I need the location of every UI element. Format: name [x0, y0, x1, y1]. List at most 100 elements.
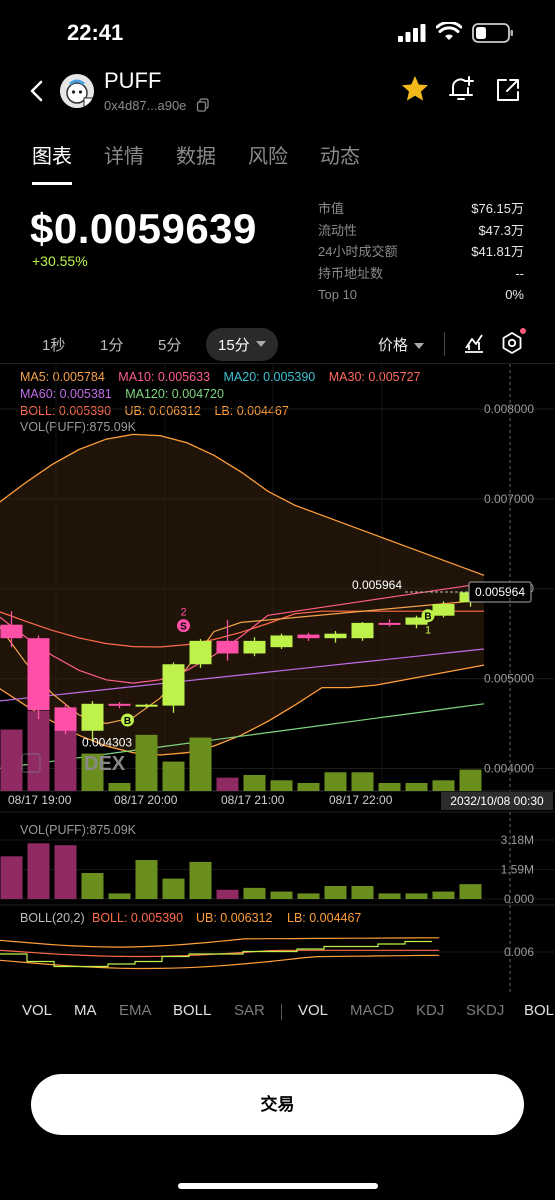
volume-bar: [351, 772, 374, 791]
tab-chart[interactable]: 图表: [32, 140, 72, 185]
ind-tab-sub-boll[interactable]: BOLL: [524, 1002, 555, 1019]
stat-24h-volume: 24小时成交额 $41.81万: [318, 244, 524, 259]
sell-marker-icon: S: [177, 619, 190, 633]
dex-watermark-icon: [21, 753, 41, 773]
boll-panel-label: BOLL(20,2): [20, 911, 85, 925]
candle-body: [378, 622, 401, 625]
interval-bar: 1秒 1分 5分 15分 价格: [0, 328, 555, 361]
candle: [297, 632, 320, 641]
volume-bar: [216, 777, 239, 791]
candle: [351, 621, 374, 641]
candle-body: [297, 634, 320, 639]
interval-5m[interactable]: 5分: [158, 337, 182, 354]
vol-tick-label: 0.000: [504, 892, 534, 906]
watermark-box: [21, 753, 41, 773]
price-chart[interactable]: 0.0080000.0070000.0060000.0050000.004000…: [0, 364, 555, 1000]
boll-panel-ub: UB: 0.006312: [196, 911, 272, 925]
candle: [216, 620, 239, 661]
candle-body: [351, 622, 374, 639]
indicator-icon[interactable]: [463, 332, 485, 354]
y-tick-label: 0.007000: [484, 492, 534, 506]
volume-bar: [270, 780, 293, 791]
ind-tab-skdj[interactable]: SKDJ: [466, 1002, 505, 1019]
vol-tick-label: 1.59M: [501, 863, 534, 877]
trade-button[interactable]: 交易: [31, 1074, 524, 1135]
tab-details[interactable]: 详情: [104, 146, 144, 168]
interval-15m[interactable]: 15分: [206, 328, 278, 361]
token-address: 0x4d87...a90e: [104, 98, 187, 113]
ind-tab-boll[interactable]: BOLL: [173, 1002, 212, 1019]
ma5-line: [0, 599, 485, 725]
stat-top10: Top 10 0%: [318, 287, 524, 302]
vol-panel-bar: [108, 893, 131, 899]
vol-panel-bar: [81, 873, 104, 899]
vol-panel-bar: [270, 891, 293, 899]
ind-tab-sar[interactable]: SAR: [234, 1002, 265, 1019]
ind-tab-vol[interactable]: VOL: [22, 1002, 53, 1019]
ma60-line: [0, 648, 485, 702]
share-icon[interactable]: [494, 76, 522, 104]
vol-panel-bar: [0, 856, 23, 899]
indicator-tabs: VOL MA EMA BOLL SAR VOL MACD KDJ SKDJ BO…: [0, 1002, 555, 1022]
vol-panel-bar: [54, 845, 77, 899]
ind-tab-ma[interactable]: MA: [74, 1002, 97, 1019]
chart-labels: 0.005964 0.005964 0.004303 B S 2 B 1 08/17 19:00…: [8, 364, 553, 810]
ind-tab-macd[interactable]: MACD: [350, 1002, 395, 1019]
volume-bar: [108, 782, 131, 791]
main-volume-bars: DEX: [0, 710, 482, 791]
candle-body: [27, 638, 50, 711]
candle-body: [432, 604, 455, 616]
legend-ub: UB: 0.006312: [124, 404, 201, 418]
candle: [162, 662, 185, 713]
vol-panel-bar: [459, 884, 482, 899]
boll-panel: BOLL(20,2) BOLL: 0.005390 UB: 0.006312 LB: …: [0, 904, 555, 994]
boll-band-fill: [0, 434, 484, 755]
candle: [432, 601, 455, 618]
vol-panel-bar: [432, 891, 455, 899]
tab-activity[interactable]: 动态: [320, 146, 360, 168]
ind-tab-kdj[interactable]: KDJ: [416, 1002, 445, 1019]
candle: [378, 619, 401, 627]
legend-ma5: MA5: 0.005784: [20, 370, 105, 384]
notification-dot: [520, 328, 526, 334]
candle-body: [243, 640, 266, 654]
volume-panel: VOL(PUFF):875.09K 3.18M 1.59M 0.000: [0, 811, 555, 906]
buy-marker-icon: B: [421, 609, 435, 623]
marker-text: S: [180, 622, 187, 633]
candle-body: [162, 664, 185, 706]
buy-count-label: 1: [425, 625, 431, 637]
volume-bar: [297, 782, 320, 791]
volume-bar: [27, 710, 50, 791]
legend-ma20: MA20: 0.005390: [223, 370, 316, 384]
x-tick-label: 08/17 21:00: [221, 793, 285, 807]
candle-body: [81, 703, 104, 731]
price-alert-icon[interactable]: [446, 74, 476, 104]
interval-1s[interactable]: 1秒: [42, 337, 66, 354]
legend-ma120: MA120: 0.004720: [125, 387, 224, 401]
candle-body: [189, 640, 212, 665]
interval-1m[interactable]: 1分: [100, 337, 124, 354]
ind-tab-sub-vol[interactable]: VOL: [298, 1002, 329, 1019]
star-icon[interactable]: [400, 74, 430, 104]
sell-count-label: 2: [180, 607, 186, 619]
divider: [0, 363, 555, 364]
tab-risk[interactable]: 风险: [248, 146, 288, 168]
price-change: +30.55%: [32, 253, 88, 269]
back-icon[interactable]: [22, 76, 52, 106]
vol-panel-bar: [216, 889, 239, 899]
stat-holders: 持币地址数 --: [318, 265, 524, 281]
candle-body: [405, 617, 428, 625]
tab-data[interactable]: 数据: [176, 146, 216, 168]
token-avatar: [60, 74, 94, 108]
copy-icon[interactable]: [196, 98, 210, 112]
settings-icon[interactable]: [500, 331, 524, 355]
vol-panel-bar: [27, 843, 50, 899]
vol-panel-bar: [405, 893, 428, 899]
candle: [189, 639, 212, 668]
ind-tab-ema[interactable]: EMA: [119, 1002, 152, 1019]
price-selector[interactable]: 价格: [378, 334, 424, 355]
candle: [81, 701, 104, 742]
candle: [243, 637, 266, 657]
candle: [108, 702, 131, 709]
token-stats: 市值 $76.15万 流动性 $47.3万 24小时成交额 $41.81万 持币地址数…: [318, 198, 524, 306]
